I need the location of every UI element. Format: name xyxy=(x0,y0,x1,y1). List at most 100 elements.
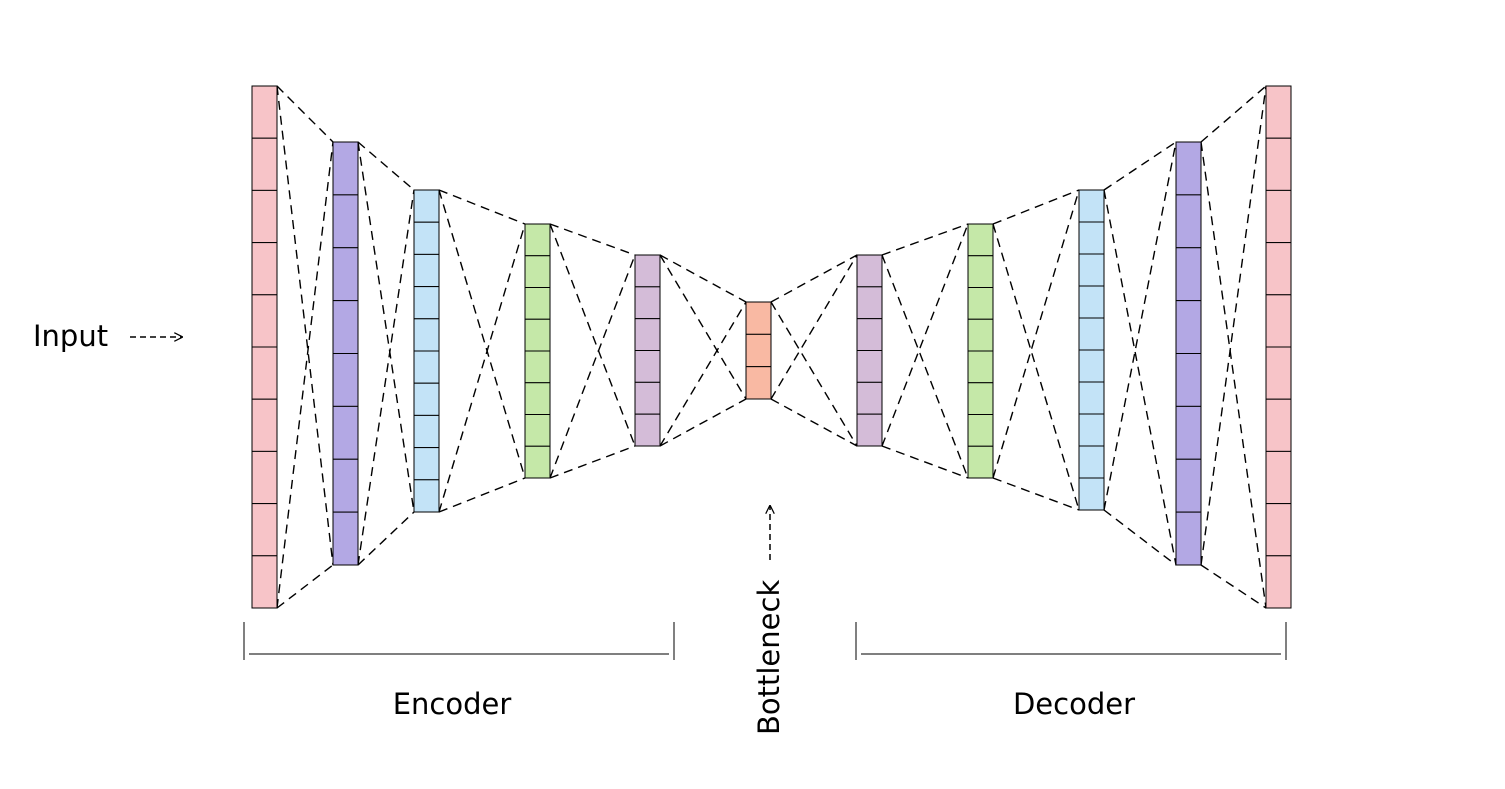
neuron-cell xyxy=(1265,398,1292,452)
neuron-cell xyxy=(251,137,278,191)
connection-line xyxy=(770,301,858,447)
neuron-cell xyxy=(967,445,994,479)
connection-line xyxy=(659,398,747,447)
neuron-cell xyxy=(332,458,359,513)
connection-line xyxy=(770,398,858,447)
neuron-cell xyxy=(251,398,278,452)
connection-line xyxy=(276,85,334,566)
neuron-cell xyxy=(524,223,551,257)
encoder-bracket xyxy=(243,622,675,660)
connection-line xyxy=(357,189,415,566)
neuron-cell xyxy=(856,381,883,415)
neuron-cell xyxy=(413,189,440,223)
neuron-cell xyxy=(1175,247,1202,302)
connection-line xyxy=(1103,189,1177,566)
neuron-cell xyxy=(634,381,661,415)
connection-line xyxy=(881,223,969,256)
neuron-cell xyxy=(1078,253,1105,287)
neuron-cell xyxy=(967,414,994,447)
neuron-cell xyxy=(524,382,551,415)
neuron-cell xyxy=(967,287,994,320)
neuron-cell xyxy=(967,318,994,352)
neuron-cell xyxy=(967,350,994,384)
neuron-cell xyxy=(251,189,278,244)
connection-line xyxy=(357,511,415,566)
connection-line xyxy=(992,223,1080,511)
neuron-cell xyxy=(1078,285,1105,319)
neuron-cell xyxy=(413,221,440,255)
neuron-cell xyxy=(634,413,661,447)
neuron-cell xyxy=(524,445,551,479)
neuron-cell xyxy=(856,286,883,320)
neuron-cell xyxy=(1078,445,1105,479)
neuron-cell xyxy=(1078,221,1105,255)
neuron-cell xyxy=(967,255,994,288)
neuron-cell xyxy=(413,382,440,416)
neuron-cell xyxy=(413,414,440,449)
neuron-cell xyxy=(1175,300,1202,354)
connection-line xyxy=(1200,141,1267,609)
neuron-cell xyxy=(1175,141,1202,196)
neuron-cell xyxy=(524,414,551,447)
decoder-layer xyxy=(1078,189,1105,511)
connection-line xyxy=(992,189,1080,479)
connection-line xyxy=(438,223,526,513)
neuron-cell xyxy=(1265,242,1292,296)
neuron-cell xyxy=(856,413,883,447)
connection-line xyxy=(770,254,858,303)
neuron-cell xyxy=(1175,458,1202,513)
connection-line xyxy=(992,477,1080,511)
neuron-cell xyxy=(413,253,440,288)
connection-line xyxy=(357,141,415,191)
connection-line xyxy=(438,189,526,479)
encoder-label: Encoder xyxy=(393,687,512,721)
neuron-cell xyxy=(634,350,661,383)
neuron-cell xyxy=(1265,137,1292,191)
connection-line xyxy=(276,85,334,143)
connection-line xyxy=(1103,509,1177,566)
neuron-cell xyxy=(1078,413,1105,447)
neuron-cell xyxy=(524,255,551,288)
neuron-cell xyxy=(332,511,359,566)
neuron-cell xyxy=(251,503,278,557)
neuron-cell xyxy=(524,350,551,384)
neuron-cell xyxy=(634,318,661,351)
neuron-cell xyxy=(967,223,994,257)
neuron-cell xyxy=(413,447,440,481)
connection-line xyxy=(659,254,747,303)
connection-line xyxy=(1200,85,1267,566)
connection-lines xyxy=(276,85,1267,609)
encoder-layer xyxy=(634,254,661,447)
neuron-cell xyxy=(524,287,551,320)
decoder-layer xyxy=(1265,85,1292,609)
connection-line xyxy=(438,477,526,513)
neuron-cell xyxy=(524,318,551,352)
connection-line xyxy=(992,189,1080,225)
connection-line xyxy=(1200,85,1267,143)
connection-line xyxy=(659,301,747,447)
connection-line xyxy=(549,445,636,479)
decoder-bracket xyxy=(855,622,1287,660)
decoder-layer xyxy=(856,254,883,447)
neuron-cell xyxy=(332,247,359,302)
input-label: Input xyxy=(33,319,108,353)
neuron-cell xyxy=(332,141,359,196)
connection-line xyxy=(881,254,969,479)
neuron-cell xyxy=(251,242,278,296)
neuron-cell xyxy=(1265,450,1292,505)
bottleneck-label: Bottleneck xyxy=(752,580,786,735)
neuron-cell xyxy=(1078,189,1105,223)
connection-line xyxy=(770,254,858,400)
neuron-cell xyxy=(1265,85,1292,139)
encoder-layer xyxy=(413,189,440,513)
neuron-cell xyxy=(1175,353,1202,407)
connection-line xyxy=(659,254,747,400)
neuron-cell xyxy=(1265,555,1292,609)
neuron-cell xyxy=(745,301,772,335)
connection-line xyxy=(549,223,636,256)
neuron-cell xyxy=(1078,317,1105,351)
neuron-cell xyxy=(745,333,772,368)
neuron-cell xyxy=(332,405,359,460)
bottleneck-layer xyxy=(745,301,772,400)
